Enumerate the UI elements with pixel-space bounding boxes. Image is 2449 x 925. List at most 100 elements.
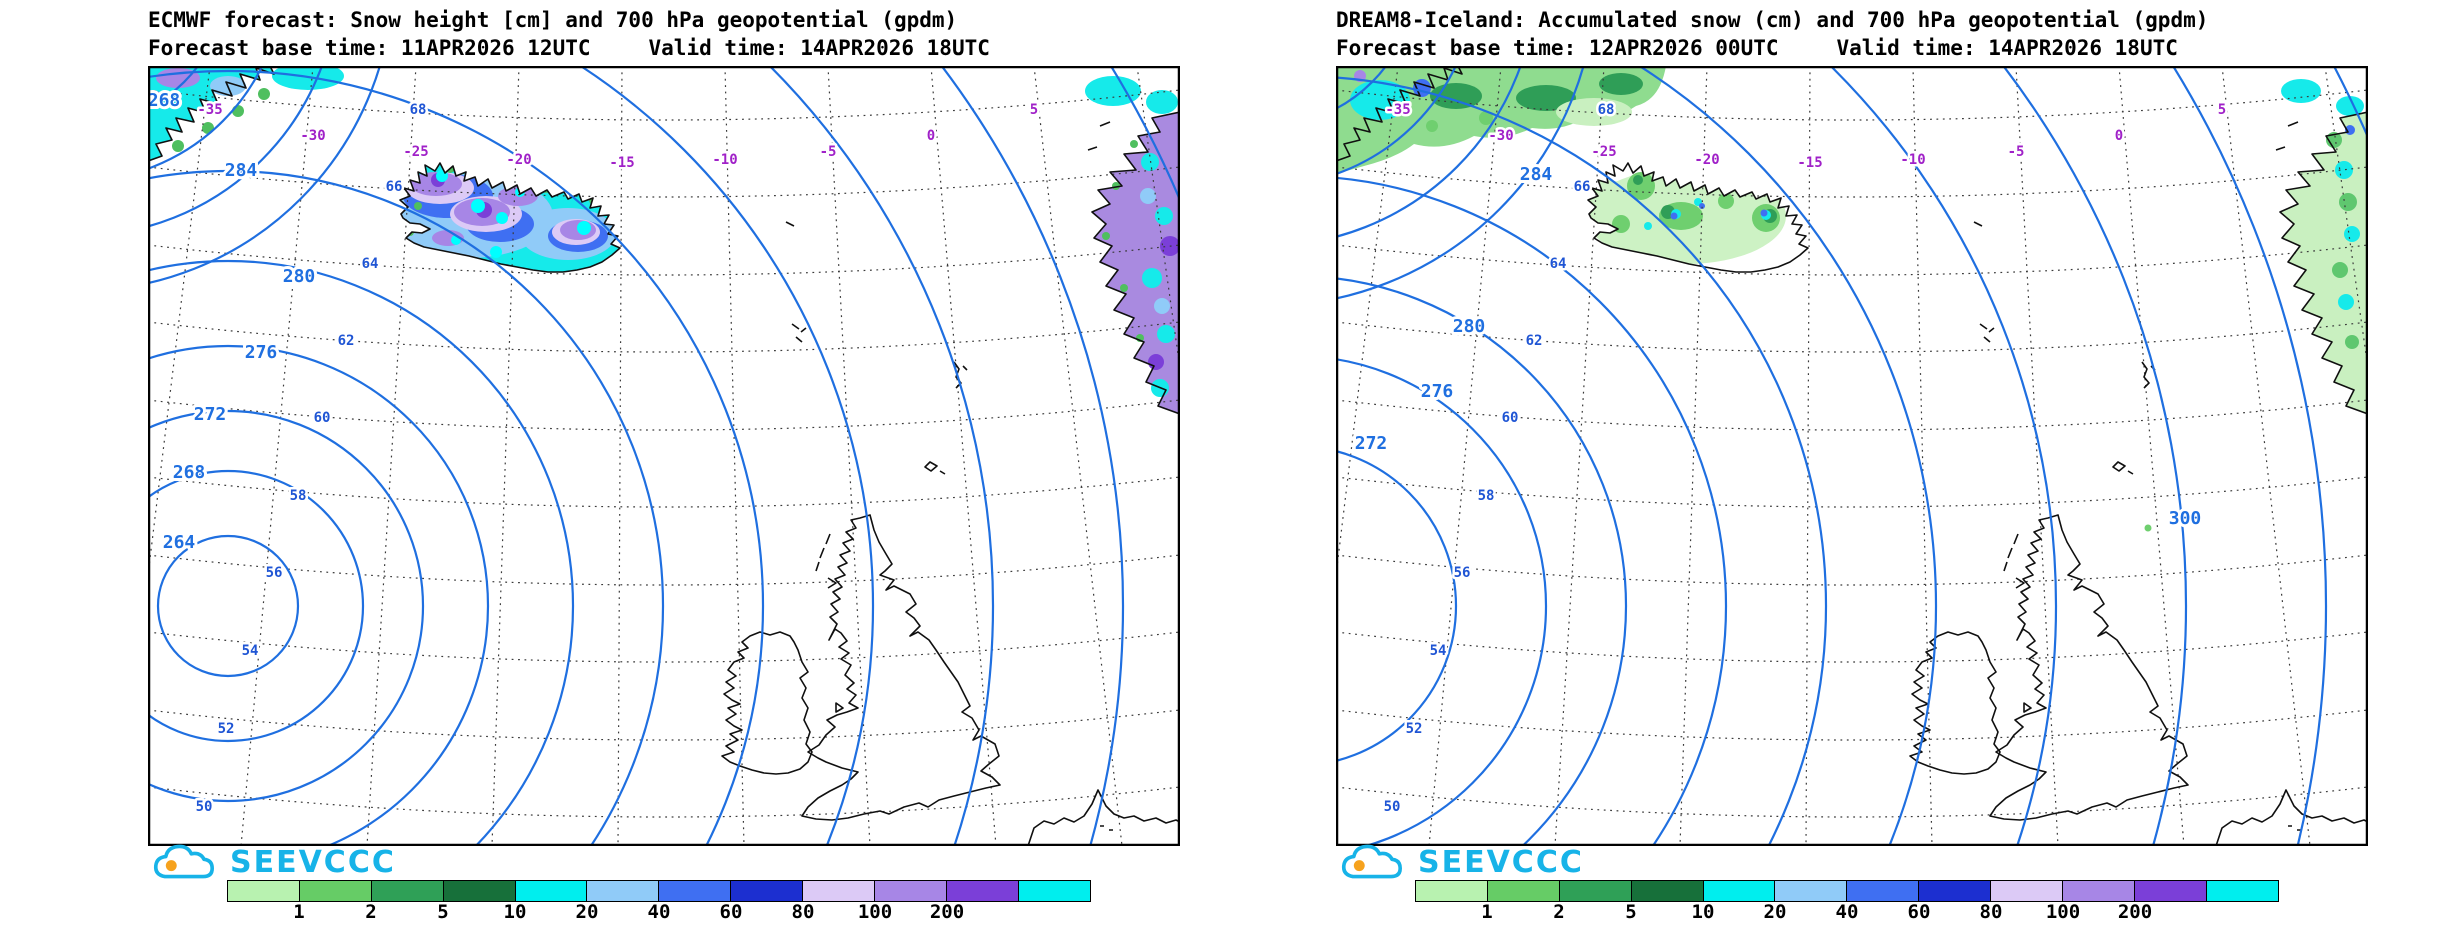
latitude-label: 56 — [1454, 565, 1471, 581]
geopotential-label: 268 — [148, 90, 180, 111]
longitude-label: -15 — [609, 155, 634, 171]
legend-value-label: 200 — [2117, 901, 2153, 923]
latitude-label: 62 — [338, 333, 355, 349]
latitude-label: 68 — [1598, 102, 1615, 118]
legend-value-label: 10 — [503, 901, 527, 923]
longitude-label: -30 — [1488, 128, 1513, 144]
seevccc-logo: SEEVCCC — [148, 842, 396, 882]
latitude-label: 54 — [1430, 643, 1447, 659]
panel-subtitle: Forecast base time: 11APR2026 12UTC Valid… — [148, 36, 990, 60]
legend-value-label: 1 — [293, 901, 305, 923]
longitude-label: -10 — [712, 152, 737, 168]
legend-value-label: 80 — [791, 901, 815, 923]
panel-ecmwf: ECMWF forecast: Snow height [cm] and 700… — [0, 0, 1224, 925]
map-frame — [148, 66, 1180, 846]
latitude-label: 58 — [290, 488, 307, 504]
legend-color-swatch — [370, 880, 445, 902]
latitude-label: 62 — [1526, 333, 1543, 349]
legend-value-label: 40 — [647, 901, 671, 923]
seevccc-cloud-icon — [1341, 844, 1402, 879]
valid-time-label: Valid time: 14APR2026 18UTC — [648, 36, 990, 60]
legend-color-swatch — [1918, 880, 1992, 902]
legend-color-swatch — [658, 880, 732, 902]
longitude-label: 0 — [2115, 128, 2123, 144]
base-time-label: Forecast base time: 12APR2026 00UTC — [1336, 36, 1779, 60]
legend-value-label: 5 — [437, 901, 449, 923]
latitude-label: 66 — [386, 179, 403, 195]
legend-value-label: 2 — [365, 901, 377, 923]
longitude-label: -35 — [197, 102, 222, 118]
legend-value-label: 200 — [929, 901, 965, 923]
legend-color-swatch — [1558, 880, 1633, 902]
map-frame — [1336, 66, 2368, 846]
latitude-label: 64 — [1550, 256, 1567, 272]
longitude-label: -10 — [1900, 152, 1925, 168]
legend-color-swatch — [586, 880, 660, 902]
legend-color-swatch — [1486, 880, 1561, 902]
legend-color-swatch — [1774, 880, 1848, 902]
legend-value-label: 60 — [1907, 901, 1931, 923]
seevccc-cloud-icon — [153, 844, 214, 879]
longitude-label: -25 — [403, 144, 428, 160]
legend-value-label: 100 — [857, 901, 893, 923]
longitude-label: 5 — [2218, 102, 2226, 118]
map-labels: 268 284 280 276 272 268 264 68 66 64 62 60 58 56 54 52 5… — [148, 87, 1041, 818]
latitude-label: 60 — [1502, 410, 1519, 426]
longitude-label: -5 — [820, 144, 837, 160]
panel-subtitle: Forecast base time: 12APR2026 00UTC Valid… — [1336, 36, 2178, 60]
legend-color-bar — [227, 880, 1091, 902]
geopotential-label: 272 — [1355, 433, 1388, 454]
geopotential-label: 284 — [225, 160, 258, 181]
latitude-label: 68 — [410, 102, 427, 118]
latitude-label: 52 — [218, 721, 235, 737]
longitude-label: -20 — [1694, 152, 1719, 168]
legend-value-label: 80 — [1979, 901, 2003, 923]
latitude-label: 64 — [362, 256, 379, 272]
legend-color-swatch — [2133, 880, 2208, 902]
legend-value-label: 20 — [575, 901, 599, 923]
page-title: ECMWF forecast: Snow height [cm] and 700… — [148, 8, 958, 32]
valid-time-label: Valid time: 14APR2026 18UTC — [1836, 36, 2178, 60]
seevccc-logo: SEEVCCC — [1336, 842, 1584, 882]
legend-value-label: 20 — [1763, 901, 1787, 923]
snow-shading — [148, 66, 1180, 414]
legend-color-swatch — [730, 880, 804, 902]
latitude-label: 58 — [1478, 488, 1495, 504]
geopotential-label: 280 — [283, 266, 316, 287]
geopotential-label: 276 — [1421, 381, 1454, 402]
legend-color-swatch — [802, 880, 876, 902]
legend-color-swatch — [227, 880, 301, 902]
map-labels: 28428027627230068666462605856545250-35-3… — [1352, 100, 2229, 818]
seevccc-logo-text: SEEVCCC — [230, 844, 396, 880]
sun-dot-icon — [1353, 860, 1365, 872]
panel-dream8: DREAM8-Iceland: Accumulated snow (cm) an… — [1188, 0, 2449, 925]
geopotential-contours — [148, 66, 1180, 846]
iceland-snow — [400, 163, 620, 272]
longitude-label: -35 — [1385, 102, 1410, 118]
latitude-label: 56 — [266, 565, 283, 581]
legend-color-swatch — [2061, 880, 2136, 902]
snow-legend: 1 2 5 10 20 40 60 80 100 200 — [227, 880, 1091, 923]
legend-color-swatch — [1702, 880, 1776, 902]
longitude-label: -20 — [506, 152, 531, 168]
geopotential-label: 300 — [2169, 508, 2202, 529]
legend-color-swatch — [1017, 880, 1091, 902]
legend-value-label: 100 — [2045, 901, 2081, 923]
map-ecmwf: 268 284 280 276 272 268 264 68 66 64 62 60 58 56 54 52 5… — [148, 66, 1180, 846]
legend-value-label: 10 — [1691, 901, 1715, 923]
latitude-label: 50 — [1384, 799, 1401, 815]
base-time-label: Forecast base time: 11APR2026 12UTC — [148, 36, 591, 60]
legend-color-bar — [1415, 880, 2279, 902]
legend-color-swatch — [298, 880, 373, 902]
geopotential-label: 264 — [163, 532, 196, 553]
latitude-label: 60 — [314, 410, 331, 426]
geopotential-label: 284 — [1520, 164, 1553, 185]
legend-value-labels: 1 2 5 10 20 40 60 80 100 200 — [227, 903, 1091, 923]
legend-color-swatch — [1846, 880, 1920, 902]
legend-value-labels: 1 2 5 10 20 40 60 80 100 200 — [1415, 903, 2279, 923]
legend-value-label: 1 — [1481, 901, 1493, 923]
legend-value-label: 5 — [1625, 901, 1637, 923]
geopotential-label: 280 — [1453, 316, 1486, 337]
snow-legend: 1 2 5 10 20 40 60 80 100 200 — [1415, 880, 2279, 923]
legend-value-label: 2 — [1553, 901, 1565, 923]
